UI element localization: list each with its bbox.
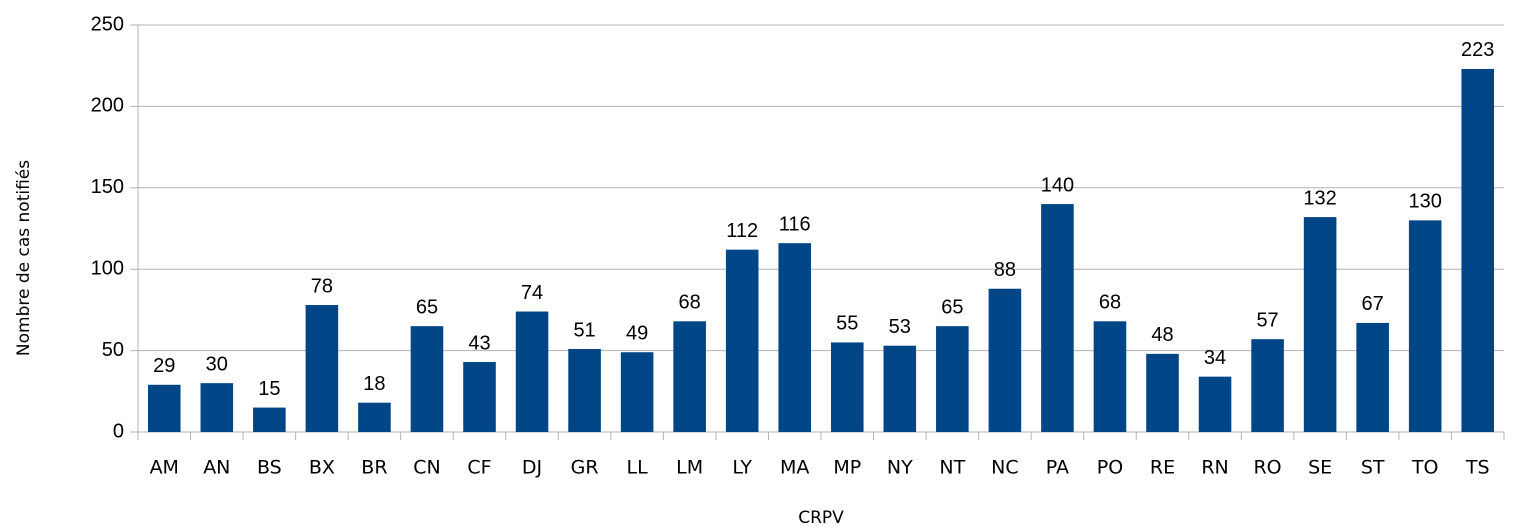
y-tick-label: 0 — [113, 420, 124, 442]
bar — [305, 305, 339, 432]
bar — [1041, 204, 1074, 432]
bar — [1408, 220, 1442, 432]
bar — [1251, 339, 1284, 432]
x-tick-label: BX — [309, 457, 335, 479]
data-label: 67 — [1362, 293, 1384, 315]
x-tick-label: NC — [991, 457, 1018, 479]
data-label: 74 — [521, 282, 543, 304]
x-tick-label: PO — [1097, 457, 1123, 479]
bar — [883, 345, 917, 432]
x-axis-title: CRPV — [798, 508, 844, 528]
x-tick-label: CN — [413, 457, 440, 479]
bar — [620, 352, 654, 432]
bar — [1198, 376, 1232, 432]
bar — [1093, 321, 1127, 432]
bar — [988, 288, 1022, 432]
y-axis-title: Nombre de cas notifiés — [14, 160, 34, 356]
data-label: 51 — [573, 319, 595, 341]
bar — [1146, 353, 1179, 432]
x-tick-label: BR — [361, 457, 387, 479]
data-label: 43 — [468, 332, 490, 354]
bar — [725, 249, 759, 432]
x-tick-label: TO — [1411, 457, 1439, 479]
x-tick-label: TS — [1465, 457, 1490, 479]
data-label: 53 — [889, 316, 911, 338]
data-label: 48 — [1151, 324, 1173, 346]
x-tick-label: RE — [1150, 457, 1175, 479]
bar — [253, 407, 286, 432]
data-label: 130 — [1409, 191, 1442, 213]
data-label: 29 — [153, 355, 175, 377]
x-tick-label: RO — [1253, 457, 1281, 479]
bar — [358, 402, 391, 432]
y-tick-label: 250 — [91, 13, 124, 35]
x-tick-label: LL — [627, 457, 649, 479]
data-label: 15 — [258, 378, 280, 400]
data-label: 78 — [311, 275, 333, 297]
x-tick-label: ST — [1361, 457, 1385, 479]
bar — [830, 342, 864, 432]
bar — [515, 311, 549, 432]
data-label: 223 — [1461, 39, 1494, 61]
bar — [1356, 322, 1389, 432]
x-tick-label: BS — [257, 457, 282, 479]
data-label: 34 — [1204, 347, 1226, 369]
data-label: 68 — [679, 292, 701, 314]
data-label: 30 — [206, 353, 228, 375]
x-tick-label: DJ — [522, 457, 542, 479]
bar — [147, 384, 181, 432]
data-label: 140 — [1041, 174, 1074, 196]
x-tick-label: RN — [1201, 457, 1228, 479]
bar — [673, 321, 706, 432]
bar — [1303, 217, 1337, 432]
y-tick-label: 50 — [102, 339, 124, 361]
data-label: 18 — [363, 373, 385, 395]
x-tick-label: NY — [887, 457, 913, 479]
x-tick-label: AM — [150, 457, 179, 479]
bar — [778, 243, 812, 432]
bar — [936, 326, 969, 432]
x-tick-label: CF — [467, 457, 491, 479]
data-label: 68 — [1099, 292, 1121, 314]
x-tick-label: LY — [732, 457, 752, 479]
data-label: 65 — [941, 296, 963, 318]
x-tick-label: LM — [676, 457, 703, 479]
x-tick-label: NT — [939, 457, 965, 479]
y-tick-label: 150 — [91, 176, 124, 198]
y-tick-label: 200 — [91, 95, 124, 117]
bar — [568, 348, 601, 432]
data-label: 55 — [836, 313, 858, 335]
x-tick-label: MA — [780, 457, 809, 479]
data-label: 132 — [1303, 187, 1336, 209]
bar — [1461, 68, 1495, 433]
data-label: 116 — [779, 213, 811, 235]
bar — [463, 361, 496, 432]
data-label: 65 — [416, 296, 438, 318]
bar — [200, 383, 234, 432]
data-label: 112 — [726, 220, 758, 242]
x-tick-label: SE — [1308, 457, 1332, 479]
x-tick-label: AN — [203, 457, 230, 479]
data-label: 57 — [1256, 309, 1278, 331]
x-tick-label: MP — [833, 457, 861, 479]
bar — [410, 326, 444, 432]
y-tick-label: 100 — [91, 257, 124, 279]
data-label: 49 — [626, 323, 648, 345]
data-label: 88 — [994, 259, 1016, 281]
x-tick-label: GR — [571, 457, 599, 479]
x-tick-label: PA — [1046, 457, 1069, 479]
